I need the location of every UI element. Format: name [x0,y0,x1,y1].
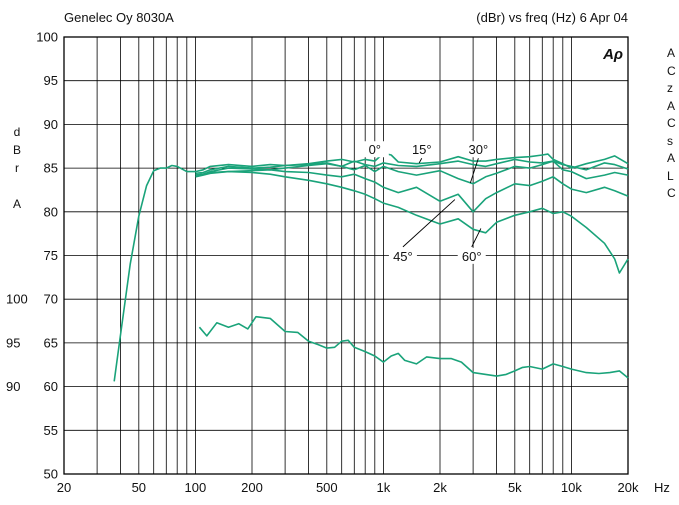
x-tick-label: 50 [132,480,146,495]
header-left-title: Genelec Oy 8030A [64,10,174,25]
annotation-label-bg [457,247,486,264]
y-secondary-tick-label: 100 [6,292,28,307]
ap-logo: Aρ [602,46,623,63]
annotation-label-bg [388,247,417,264]
y-tick-label: 55 [44,423,58,438]
annotation-label: 30° [469,142,489,157]
x-tick-label: 200 [241,480,263,495]
annotation-label: 60° [462,249,482,264]
x-axis-label: Hz [654,480,670,495]
y-axis-label-letter: d [14,125,21,139]
y-tick-label: 65 [44,335,58,350]
x-tick-label: 1k [377,480,391,495]
x-tick-label: 20 [57,480,71,495]
x-tick-label: 10k [561,480,582,495]
series-line-4 [195,169,629,213]
x-tick-label: 2k [433,480,447,495]
series-line-1 [113,152,629,382]
annotation-label: 45° [393,249,413,264]
y-tick-label: 85 [44,161,58,176]
series-line-2 [195,158,629,175]
series-line-5 [195,170,629,274]
y-tick-label: 75 [44,248,58,263]
annotation-label: 15° [412,142,432,157]
annotation-label: 0° [369,142,381,157]
y-axis-label-letter: r [15,161,19,175]
y-tick-label: 90 [44,117,58,132]
annotation-label-bg [360,141,389,158]
x-tick-label: 500 [316,480,338,495]
annotation-pointer [418,158,423,164]
x-tick-label: 20k [618,480,639,495]
annotation-pointer [469,158,479,184]
y-secondary-tick-label: 90 [6,379,20,394]
y-tick-label: 95 [44,73,58,88]
y-tick-label: 100 [36,30,58,45]
annotation-label-bg [407,141,436,158]
y-axis-label-letter: A [13,197,21,211]
y-axis-label-letter: B [13,143,21,157]
y-tick-label: 50 [44,467,58,482]
series-line-6 [198,315,629,379]
y-tick-label: 60 [44,379,58,394]
annotation-pointer [471,228,482,248]
header-right-title: (dBr) vs freq (Hz) 6 Apr 04 [476,10,628,25]
y-tick-label: 70 [44,292,58,307]
annotation-pointer [402,199,456,248]
annotation-label-bg [464,141,493,158]
x-tick-label: 100 [185,480,207,495]
x-tick-label: 5k [508,480,522,495]
side-note-text: A C z A C s A L C [667,46,676,200]
y-secondary-tick-label: 95 [6,335,20,350]
y-tick-label: 80 [44,204,58,219]
